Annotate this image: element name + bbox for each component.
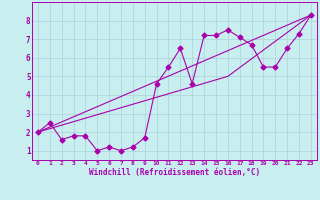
X-axis label: Windchill (Refroidissement éolien,°C): Windchill (Refroidissement éolien,°C) [89, 168, 260, 177]
